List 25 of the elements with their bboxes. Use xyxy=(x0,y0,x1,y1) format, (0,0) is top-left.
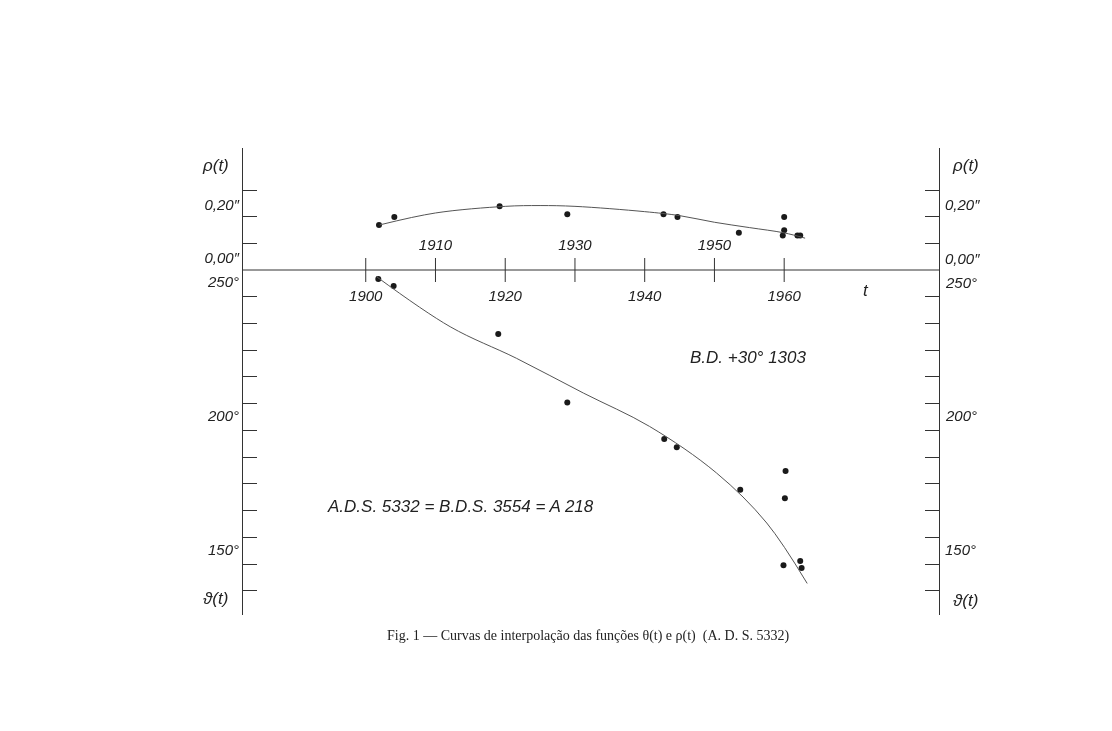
y2-axis-title: ϑ(t) xyxy=(953,591,979,610)
y-tick-label: 250° xyxy=(206,273,239,291)
y-tick-label: 150° xyxy=(207,540,239,558)
x-tick-label: 1910 xyxy=(418,236,453,253)
y2-tick-label: 0,20″ xyxy=(945,196,981,213)
annotation: B.D. +30° 1303 xyxy=(690,348,807,367)
y2-tick-label: 150° xyxy=(945,541,977,558)
y-tick-label: 0,00″ xyxy=(204,249,240,267)
y2-tick-label: 0,00″ xyxy=(945,250,981,267)
y-tick-label: 200° xyxy=(206,406,239,424)
y-axis-title: ρ(t) xyxy=(202,156,229,175)
y2-tick-label: 250° xyxy=(945,274,978,291)
x-tick-label: 1950 xyxy=(697,236,732,253)
x-tick-label: 1960 xyxy=(767,287,802,304)
y-axis-title: ϑ(t) xyxy=(203,589,229,608)
y2-axis-title: ρ(t) xyxy=(952,156,979,175)
x-tick-label: 1900 xyxy=(349,287,384,304)
x-tick-label: 1930 xyxy=(558,236,593,253)
y2-tick-label: 200° xyxy=(945,407,978,424)
x-axis-title: t xyxy=(863,281,869,300)
x-tick-label: 1920 xyxy=(488,287,523,304)
x-tick-label: 1940 xyxy=(628,287,663,304)
annotation: A.D.S. 5332 = B.D.S. 3554 = A 218 xyxy=(327,497,594,516)
caption: Fig. 1 — Curvas de interpolação das funções θ(t) e ρ(t) (A. D. S. 5332) xyxy=(387,628,790,644)
y-tick-label: 0,20″ xyxy=(204,196,240,214)
